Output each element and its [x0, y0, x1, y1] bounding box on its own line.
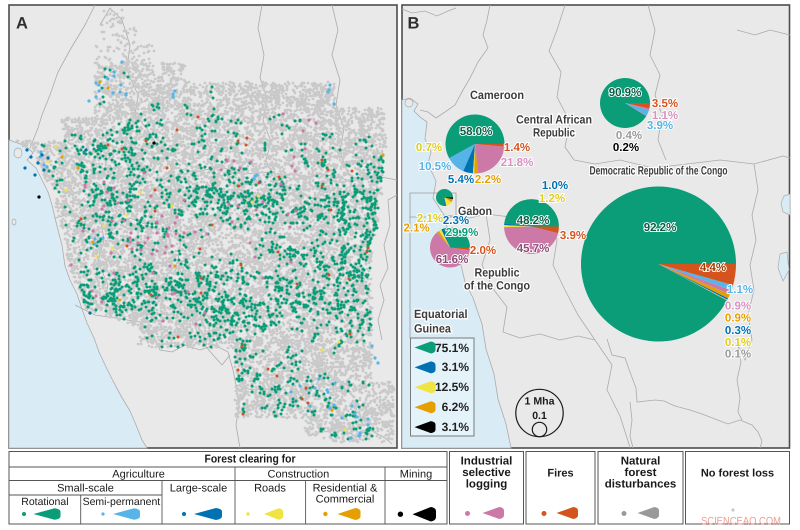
svg-text:Central African: Central African	[516, 113, 592, 127]
svg-text:selective: selective	[462, 467, 511, 479]
svg-text:2.3%: 2.3%	[443, 215, 469, 227]
svg-text:Natural: Natural	[621, 456, 661, 468]
svg-text:0.9%: 0.9%	[725, 313, 751, 325]
svg-text:Construction: Construction	[268, 469, 330, 481]
svg-text:Gabon: Gabon	[458, 204, 492, 218]
svg-text:Guinea: Guinea	[414, 322, 451, 336]
svg-text:0.1%: 0.1%	[725, 337, 751, 349]
svg-text:3.1%: 3.1%	[442, 420, 470, 434]
svg-text:2.2%: 2.2%	[475, 174, 501, 186]
svg-text:1.2%: 1.2%	[539, 193, 565, 205]
svg-text:Large-scale: Large-scale	[170, 483, 227, 495]
svg-text:3.5%: 3.5%	[652, 98, 678, 110]
svg-text:29.9%: 29.9%	[446, 227, 479, 239]
svg-text:21.8%: 21.8%	[501, 157, 534, 169]
svg-text:Equatorial: Equatorial	[414, 307, 468, 321]
svg-text:Roads: Roads	[254, 483, 286, 495]
svg-text:0.2%: 0.2%	[613, 142, 639, 154]
svg-text:4.4%: 4.4%	[700, 262, 726, 274]
svg-text:90.9%: 90.9%	[609, 87, 642, 99]
svg-text:5.4%: 5.4%	[448, 174, 474, 186]
svg-text:1.1%: 1.1%	[727, 284, 753, 296]
svg-text:Rotational: Rotational	[21, 496, 68, 508]
svg-text:1.4%: 1.4%	[504, 142, 530, 154]
svg-text:58.0%: 58.0%	[460, 126, 493, 138]
svg-text:3.9%: 3.9%	[647, 120, 673, 132]
svg-text:92.2%: 92.2%	[644, 222, 677, 234]
svg-text:Republic: Republic	[475, 266, 520, 280]
svg-text:1 Mha: 1 Mha	[525, 396, 555, 408]
svg-text:No forest loss: No forest loss	[701, 468, 774, 480]
svg-text:2.1%: 2.1%	[404, 223, 430, 235]
svg-text:Industrial: Industrial	[461, 456, 513, 468]
svg-text:2.0%: 2.0%	[470, 245, 496, 257]
svg-text:logging: logging	[466, 479, 508, 491]
svg-text:of the Congo: of the Congo	[464, 279, 530, 293]
svg-text:B: B	[408, 15, 420, 33]
svg-text:1.1%: 1.1%	[652, 110, 678, 122]
svg-text:45.7%: 45.7%	[517, 243, 550, 255]
svg-text:Semi-permanent: Semi-permanent	[83, 496, 161, 508]
svg-text:6.2%: 6.2%	[442, 400, 470, 414]
svg-text:12.5%: 12.5%	[435, 380, 469, 394]
svg-text:0.1: 0.1	[532, 410, 547, 422]
svg-text:Commercial: Commercial	[316, 494, 375, 506]
svg-text:0.9%: 0.9%	[725, 301, 751, 313]
svg-text:forest: forest	[625, 467, 657, 479]
svg-text:0.4%: 0.4%	[616, 130, 642, 142]
svg-text:61.6%: 61.6%	[436, 254, 469, 266]
svg-text:A: A	[16, 15, 28, 33]
svg-text:Agriculture: Agriculture	[112, 469, 165, 481]
svg-text:0.1%: 0.1%	[725, 349, 751, 361]
svg-text:Fires: Fires	[547, 468, 573, 480]
svg-text:SCIENCEAO.COM: SCIENCEAO.COM	[701, 516, 781, 528]
svg-text:0.7%: 0.7%	[416, 142, 442, 154]
svg-text:48.2%: 48.2%	[517, 215, 550, 227]
svg-text:1.0%: 1.0%	[542, 180, 568, 192]
svg-text:10.5%: 10.5%	[419, 161, 452, 173]
svg-text:Cameroon: Cameroon	[470, 88, 524, 102]
svg-text:2.1%: 2.1%	[417, 213, 443, 225]
svg-text:3.1%: 3.1%	[442, 360, 470, 374]
svg-text:Republic: Republic	[533, 126, 575, 140]
svg-text:Democratic Republic of the Con: Democratic Republic of the Congo	[590, 164, 728, 178]
svg-text:0.3%: 0.3%	[725, 325, 751, 337]
svg-text:Residential &: Residential &	[313, 483, 378, 495]
svg-text:75.1%: 75.1%	[435, 341, 469, 355]
svg-text:Small-scale: Small-scale	[57, 483, 114, 495]
svg-text:Forest clearing for: Forest clearing for	[205, 454, 296, 466]
svg-text:3.9%: 3.9%	[560, 230, 586, 242]
svg-text:Mining: Mining	[400, 469, 432, 481]
svg-text:disturbances: disturbances	[605, 479, 677, 491]
